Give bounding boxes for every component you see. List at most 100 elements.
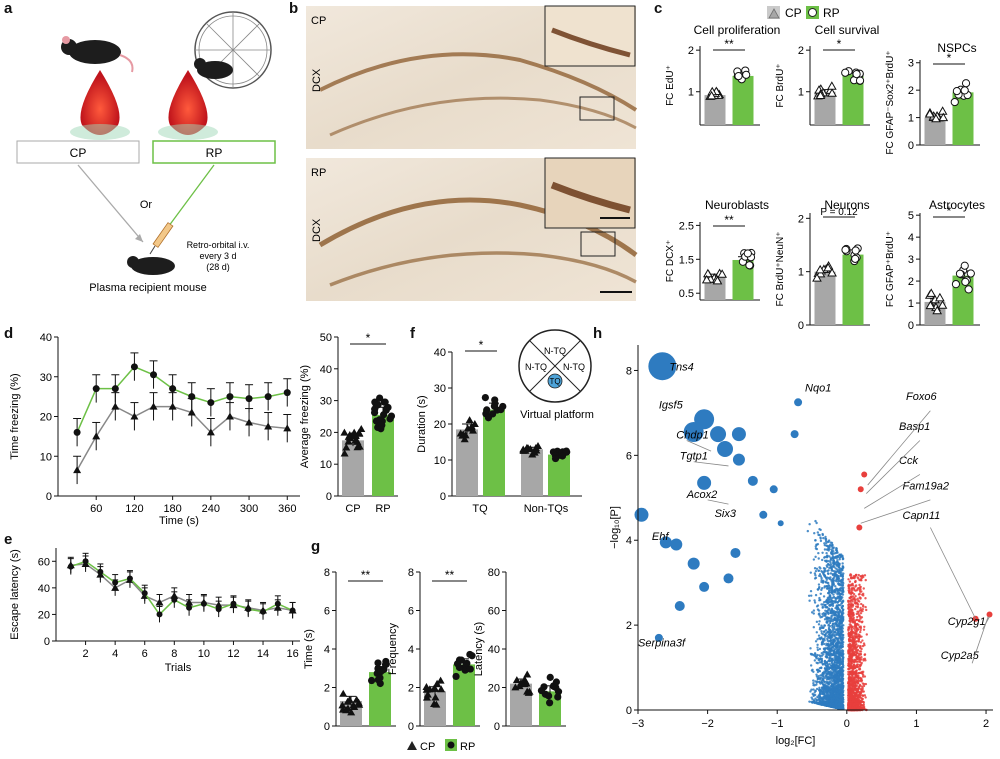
chart-f-y-tick-label: 0 — [440, 491, 446, 503]
volcano-highlight-point — [790, 430, 799, 439]
chart-g_lat-y-tick-label: 40 — [488, 644, 500, 656]
volcano-down-point — [818, 677, 821, 680]
volcano-up-point — [855, 652, 859, 655]
volcano-down-point — [830, 592, 834, 595]
chart-c-4-rp-point — [841, 245, 850, 254]
volcano-down-point — [830, 693, 833, 696]
volcano-down-point — [818, 699, 821, 702]
volcano-down-point — [812, 688, 815, 691]
chart-d-time-x-tick-label: 300 — [240, 503, 258, 515]
cp-group-box — [16, 140, 140, 164]
volcano-down-point — [817, 583, 821, 586]
volcano-down-point — [831, 687, 834, 691]
chart-c-title: Cell proliferation — [694, 23, 781, 37]
chart-g_freq-rp-point — [463, 659, 471, 667]
volcano-down-point — [817, 612, 821, 616]
chart-d-avg-cp-point — [344, 437, 353, 445]
volcano-down-point — [824, 555, 827, 559]
volcano-highlight-point — [674, 601, 685, 612]
chart-f-tq-cp-point — [456, 429, 465, 437]
chart-e-x-tick-label: 10 — [198, 648, 210, 660]
volcano-down-point — [821, 551, 824, 554]
volcano-highlight-point — [634, 507, 649, 522]
volcano-up-point — [860, 689, 863, 693]
chart-c-2-cp-point — [924, 109, 935, 118]
chart-c-5-y-tick-label: 4 — [908, 232, 914, 244]
volcano-down-point — [829, 565, 833, 568]
volcano-up-point — [855, 669, 858, 672]
volcano-x-tick-label: 2 — [983, 718, 989, 730]
volcano-up-point — [847, 626, 851, 630]
chart-c-1-y-tick-label: 2 — [798, 45, 804, 57]
volcano-down-point — [837, 627, 840, 630]
volcano-down-point — [839, 555, 842, 559]
volcano-down-point — [828, 604, 831, 607]
volcano-up-point — [850, 647, 853, 650]
volcano-down-point — [819, 655, 822, 658]
volcano-up-point — [851, 584, 855, 587]
chart-g_freq-cp-point — [429, 684, 438, 692]
volcano-x-tick-label: −1 — [771, 718, 784, 730]
volcano-x-label: log₂[FC] — [776, 735, 816, 747]
chart-e-y-tick-label: 0 — [44, 636, 50, 648]
chart-f-ntq-cp-point — [532, 446, 541, 454]
volcano-down-point — [835, 548, 838, 552]
volcano-down-point — [834, 667, 838, 670]
chart-g_time-y-label: Time (s) — [303, 629, 315, 669]
volcano-down-point — [835, 628, 838, 632]
chart-c-5-cp-point — [926, 288, 937, 297]
volcano-up-point — [849, 670, 852, 674]
volcano-down-point — [830, 541, 834, 545]
volcano-down-point — [815, 605, 819, 608]
volcano-down-point — [816, 648, 820, 652]
volcano-down-point — [841, 587, 844, 591]
chart-e-rp-point — [289, 607, 296, 614]
volcano-down-point — [834, 579, 837, 582]
volcano-down-point — [818, 670, 822, 673]
volcano-up-point — [855, 684, 858, 687]
chart-d-time-x-tick-label: 360 — [278, 503, 296, 515]
chart-c-5-cp-point — [932, 305, 943, 315]
volcano-down-point — [830, 616, 833, 619]
chart-e-rp-point — [156, 611, 163, 618]
chart-e-rp-point — [126, 575, 133, 582]
volcano-down-point — [822, 595, 826, 598]
volcano-down-point — [836, 561, 840, 564]
volcano-down-point — [833, 640, 836, 643]
chart-g_time-cp-point — [347, 708, 356, 716]
volcano-down-point — [836, 692, 839, 695]
volcano-down-point — [836, 658, 840, 662]
volcano-down-point — [840, 672, 844, 675]
volcano-down-point — [820, 636, 823, 639]
gene-label-basp1: Basp1 — [899, 421, 930, 433]
volcano-up-point — [861, 574, 864, 577]
syringe-icon — [149, 222, 174, 255]
volcano-down-point — [832, 651, 836, 655]
volcano-down-point — [823, 574, 827, 578]
volcano-down-point — [829, 588, 832, 592]
volcano-down-point — [828, 659, 831, 662]
volcano-down-point — [834, 613, 837, 617]
micrograph-cp-label: CP — [311, 15, 326, 27]
chart-g_lat-y-tick-label: 60 — [488, 606, 500, 618]
chart-f-y-tick-label: 20 — [434, 419, 446, 431]
volcano-down-point — [820, 576, 823, 580]
volcano-down-point — [815, 673, 818, 676]
chart-d-avg-rp-point — [375, 416, 384, 424]
chart-e-rp-point — [230, 600, 237, 607]
volcano-up-point — [858, 626, 861, 629]
volcano-down-point — [811, 668, 814, 671]
chart-g_time-y-tick-label: 8 — [324, 567, 330, 579]
volcano-down-point — [841, 661, 844, 665]
volcano-down-point — [828, 586, 831, 589]
volcano-up-point — [847, 649, 850, 652]
volcano-down-point — [830, 667, 834, 670]
volcano-up-point — [856, 682, 860, 685]
volcano-down-point — [816, 661, 819, 665]
volcano-down-point — [841, 633, 845, 637]
volcano-down-point — [813, 601, 817, 604]
volcano-down-point — [826, 602, 829, 605]
